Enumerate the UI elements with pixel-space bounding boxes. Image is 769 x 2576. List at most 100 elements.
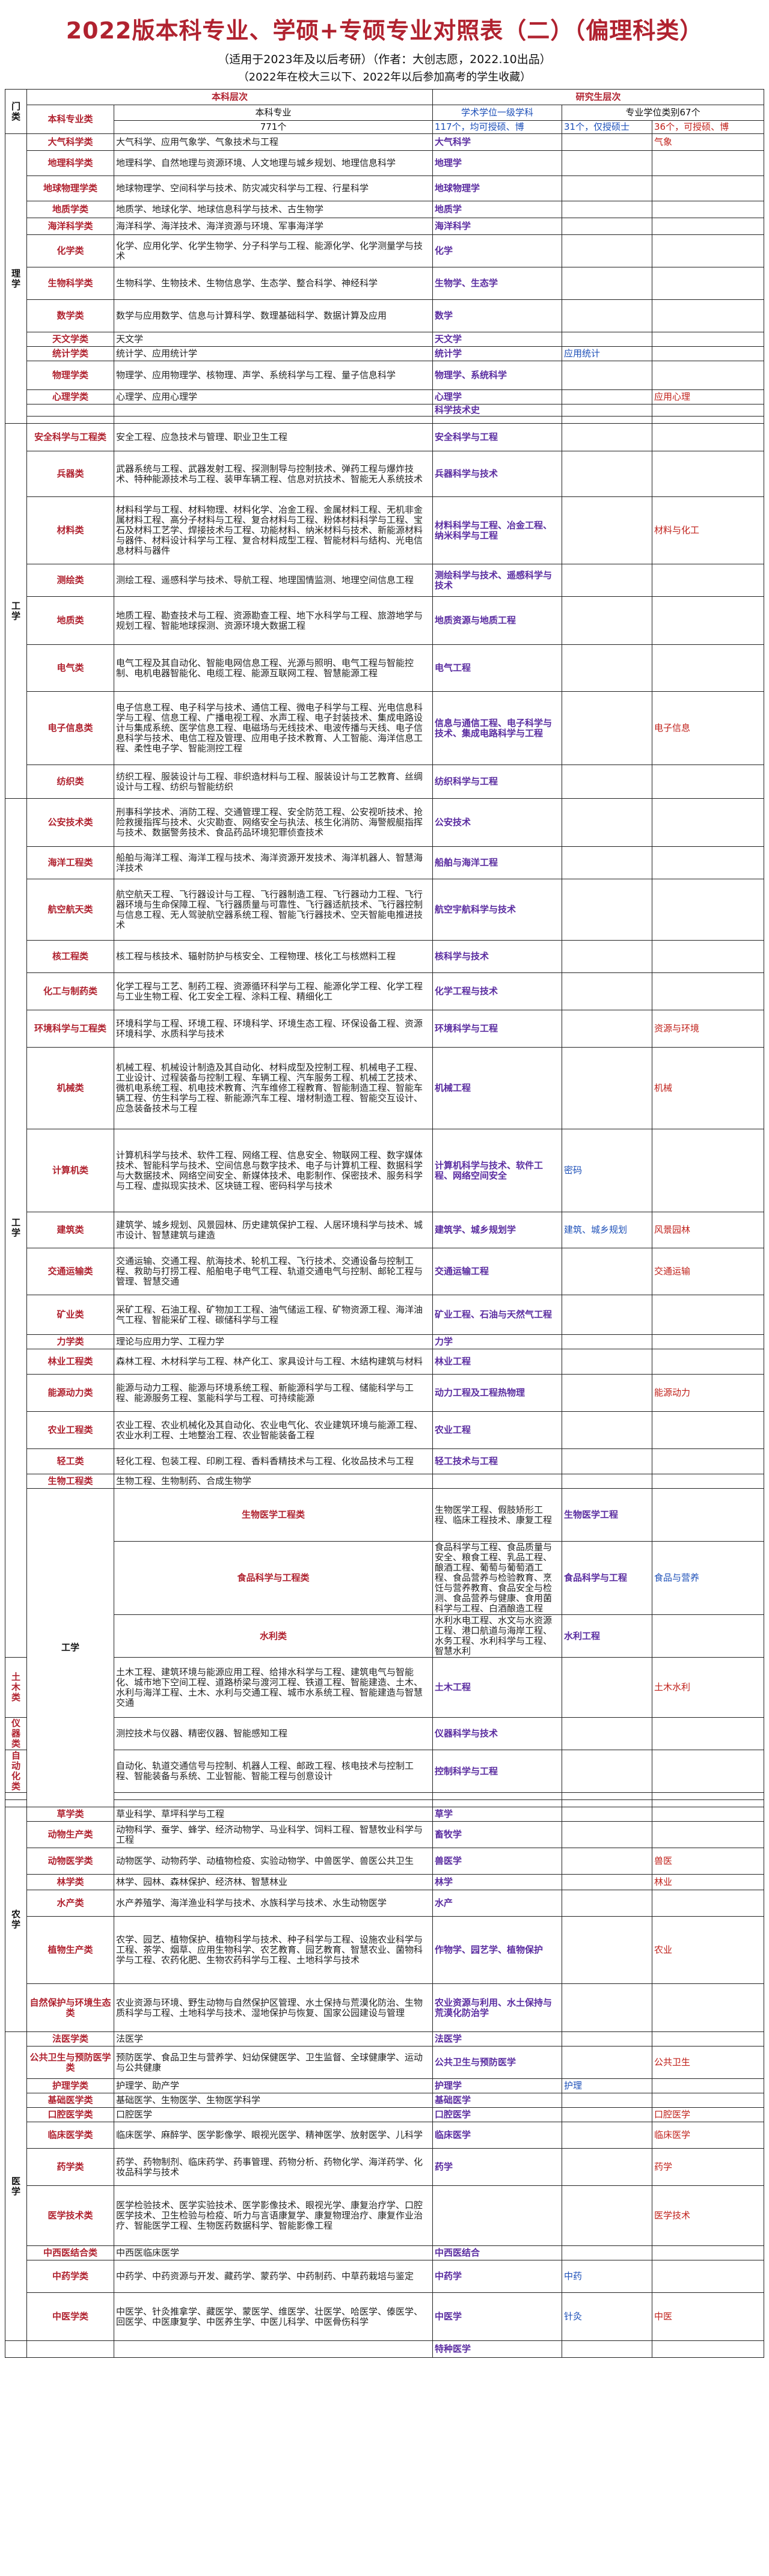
category-cell: 电气类 [26,644,114,692]
master-degree-cell [562,879,653,941]
doctor-degree-cell: 公共卫生 [652,2046,765,2079]
doctor-degree-cell [652,2078,765,2093]
discipline-cell: 工学 [5,423,27,799]
master-degree-cell [562,2340,653,2358]
table-row: 交通运输类 交通运输、交通工程、航海技术、轮机工程、飞行技术、交通设备与控制工程、… [5,1248,765,1295]
academic-subject-cell: 林学 [432,1874,563,1890]
academic-subject-cell: 统计学 [432,346,563,361]
master-degree-cell [562,1792,653,1800]
doctor-degree-cell [652,1474,765,1489]
doctor-degree-cell [652,596,765,645]
master-degree-cell [562,798,653,847]
table-row: 电气类 电气工程及其自动化、智能电网信息工程、光源与照明、电气工程与智能控制、电机… [5,644,765,692]
table-row: 水产类 水产养殖学、海洋渔业科学与技术、水族科学与技术、水生动物医学 水产 [5,1890,765,1917]
major-cell: 森林工程、木材科学与工程、林产化工、家具设计与工程、木结构建筑与材料 [113,1349,434,1375]
academic-subject-cell: 数学 [432,299,563,332]
master-degree-cell [562,1874,653,1890]
master-degree-cell [562,972,653,1010]
table-row: 纺织类 纺织工程、服装设计与工程、非织造材料与工程、服装设计与工艺教育、丝绸设计与… [5,765,765,799]
master-degree-cell [562,2185,653,2246]
academic-subject-cell: 力学 [432,1334,563,1349]
major-cell: 中药学、中药资源与开发、藏药学、蒙药学、中药制药、中草药栽培与鉴定 [113,2260,434,2293]
major-cell: 环境科学与工程、环境工程、环境科学、环境生态工程、环保设备工程、资源环境科学、水… [113,1010,434,1048]
discipline-cell: 工学 [5,798,27,1658]
academic-subject-cell: 交通运输工程 [432,1248,563,1295]
category-cell: 地理科学类 [26,150,114,176]
major-cell: 林学、园林、森林保护、经济林、智慧林业 [113,1874,434,1890]
category-cell: 地质类 [26,596,114,645]
major-cell [113,2340,434,2358]
master-degree-cell [562,1474,653,1489]
category-cell: 医学技术类 [26,2185,114,2246]
doctor-degree-cell: 临床医学 [652,2122,765,2149]
major-cell: 护理学、助产学 [113,2078,434,2093]
table-row: 公共卫生与预防医学类 预防医学、食品卫生与营养学、妇幼保健医学、卫生监督、全球健康… [5,2046,765,2079]
category-cell: 建筑类 [26,1212,114,1248]
category-cell: 兵器类 [26,451,114,497]
doctor-degree-cell: 资源与环境 [652,1010,765,1048]
major-cell [113,1799,434,1807]
table-row: 医学 法医学类 法医学 法医学 [5,2031,765,2341]
table-row: 自然保护与环境生态类 农业资源与环境、野生动物与自然保护区管理、水土保持与荒漠化防… [5,1983,765,2032]
master-degree-cell [562,1916,653,1984]
academic-subject-cell [432,1474,563,1489]
category-cell: 护理学类 [26,2078,114,2093]
doctor-degree-cell [652,1807,765,1822]
table-row: 护理学类 护理学、助产学 护理学 护理 [5,2078,765,2093]
table-row: 工学 生物医学工程类 生物医学工程、假肢矫形工程、临床工程技术、康复工程 生物医学工程… [5,1488,765,1807]
major-cell: 动物科学、蚕学、蜂学、经济动物学、马业科学、饲料工程、智慧牧业科学与工程 [113,1821,434,1848]
major-cell: 测绘工程、遥感科学与技术、导航工程、地理国情监测、地理空间信息工程 [113,564,434,597]
master-degree-cell: 护理 [562,2078,653,2093]
doctor-degree-cell [652,2245,765,2260]
major-cell: 数学与应用数学、信息与计算科学、数理基础科学、数据计算及应用 [113,299,434,332]
doctor-degree-cell [652,879,765,941]
academic-subject-cell: 科学技术史 [432,404,563,417]
category-cell: 中医学类 [26,2292,114,2341]
table-row: 地质学类 地质学、地球化学、地球信息科学与技术、古生物学 地质学 [5,201,765,218]
academic-subject-cell: 化学工程与技术 [432,972,563,1010]
doctor-degree-cell: 口腔医学 [652,2107,765,2122]
discipline-cell [5,2340,27,2358]
major-cell: 自动化、轨道交通信号与控制、机器人工程、邮政工程、核电技术与控制工程、智能装备与… [113,1750,434,1793]
doctor-degree-cell: 电子信息 [652,691,765,765]
comparison-table: 门类 本科层次 研究生层次 本科专业类 本科专业 学术学位一级学科 专业学位类别… [5,89,765,2358]
doctor-degree-cell [652,1129,765,1212]
major-cell: 地理科学、自然地理与资源环境、人文地理与城乡规划、地理信息科学 [113,150,434,176]
master-degree-cell [562,361,653,390]
academic-subject-cell: 土木工程 [432,1657,563,1718]
table-row: 食品科学与工程类 食品科学与工程、食品质量与安全、粮食工程、乳品工程、酿酒工程、葡… [5,1541,765,1615]
doctor-degree-cell: 医学技术 [652,2185,765,2246]
table-row: 特种医学 [5,2340,765,2358]
table-row: 海洋工程类 船舶与海洋工程、海洋工程与技术、海洋资源开发技术、海洋机器人、智慧海洋… [5,846,765,879]
academic-subject-cell: 动力工程及工程热物理 [432,1374,563,1412]
master-degree-cell [562,267,653,300]
major-cell: 建筑学、城乡规划、风景园林、历史建筑保护工程、人居环境科学与技术、城市设计、智慧… [113,1212,434,1248]
master-degree-cell [562,564,653,597]
category-cell: 土木类 [5,1657,27,1718]
master-degree-cell: 针灸 [562,2292,653,2341]
academic-subject-cell: 农业工程 [432,1411,563,1449]
major-cell: 核工程与核技术、辐射防护与核安全、工程物理、核化工与核燃料工程 [113,940,434,973]
header-master-count: 31个，仅授硕士 [562,120,653,134]
master-degree-cell [562,1807,653,1822]
doctor-degree-cell [652,940,765,973]
academic-subject-cell: 物理学、系统科学 [432,361,563,390]
major-cell: 地球物理学、空间科学与技术、防灾减灾科学与工程、行星科学 [113,175,434,201]
category-cell: 公安技术类 [26,798,114,847]
category-cell: 水产类 [26,1890,114,1917]
academic-subject-cell: 电气工程 [432,644,563,692]
master-degree-cell [562,451,653,497]
doctor-degree-cell [652,150,765,176]
major-cell [113,416,434,424]
table-row: 化学类 化学、应用化学、化学生物学、分子科学与工程、能源化学、化学测量学与技术 化学 [5,234,765,267]
major-cell: 水利水电工程、水文与水资源工程、港口航道与海岸工程、水务工程、水利科学与工程、智… [432,1614,563,1658]
doctor-degree-cell: 风景园林 [652,1212,765,1248]
category-cell: 公共卫生与预防医学类 [26,2046,114,2079]
doctor-degree-cell: 林业 [652,1874,765,1890]
doctor-degree-cell [652,234,765,267]
major-cell: 口腔医学 [113,2107,434,2122]
master-degree-cell [562,1448,653,1474]
master-degree-cell: 应用统计 [562,346,653,361]
category-cell: 水利类 [113,1614,434,1658]
master-degree-cell [562,201,653,218]
